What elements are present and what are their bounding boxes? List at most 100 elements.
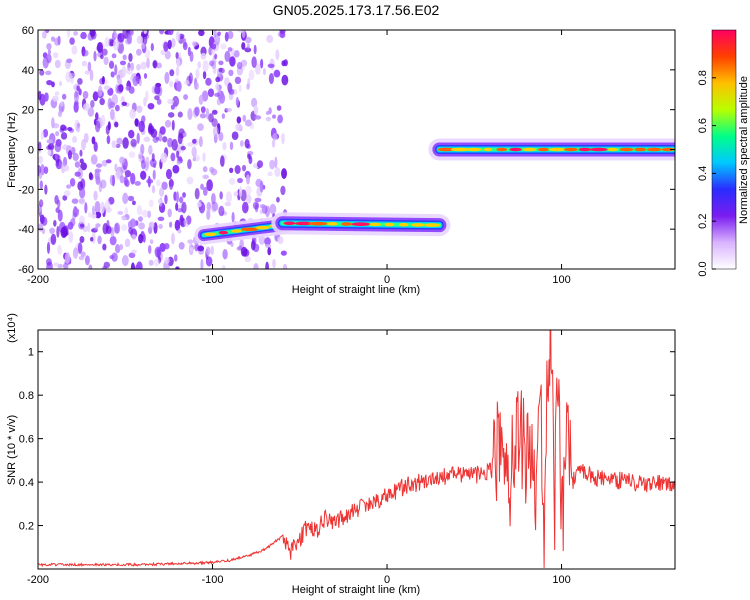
- noise-speckle: [205, 246, 211, 256]
- noise-speckle: [188, 72, 193, 84]
- noise-speckle: [169, 69, 175, 77]
- noise-speckle: [167, 137, 173, 148]
- noise-speckle: [114, 121, 119, 128]
- noise-speckle: [52, 95, 59, 102]
- noise-speckle: [233, 50, 240, 58]
- snr-background: [38, 330, 675, 569]
- spectral-hotspot: [522, 147, 537, 152]
- noise-speckle: [116, 137, 123, 145]
- noise-speckle: [128, 129, 135, 139]
- noise-speckle: [115, 143, 121, 149]
- spectral-hotspot: [308, 221, 328, 226]
- spectral-hotspot: [548, 147, 566, 152]
- noise-speckle: [50, 233, 57, 246]
- noise-speckle: [194, 82, 199, 90]
- noise-speckle: [151, 153, 155, 162]
- noise-speckle: [38, 172, 43, 180]
- noise-speckle: [87, 61, 92, 72]
- snr-panel: -200 -100 0 100 0.2 0.4 0.6 0.8 1 Height of str…: [6, 313, 676, 596]
- noise-speckle: [93, 190, 98, 201]
- noise-speckle: [131, 234, 137, 241]
- spectrogram-x-tick-label: -100: [202, 274, 224, 286]
- noise-speckle: [92, 91, 99, 102]
- spectrogram-y-tick-label: 60: [22, 25, 34, 37]
- noise-speckle: [102, 243, 107, 251]
- noise-speckle: [153, 258, 160, 267]
- noise-speckle: [177, 156, 183, 162]
- noise-speckle: [99, 201, 105, 214]
- noise-speckle: [90, 236, 94, 242]
- noise-speckle: [148, 122, 153, 133]
- noise-speckle: [138, 222, 145, 230]
- noise-speckle: [197, 61, 201, 69]
- noise-speckle: [46, 258, 52, 266]
- snr-x-tick-label: -200: [27, 574, 49, 586]
- noise-speckle: [95, 163, 103, 168]
- noise-speckle: [141, 209, 149, 218]
- noise-speckle: [191, 41, 199, 46]
- noise-speckle: [224, 31, 229, 42]
- noise-speckle: [236, 116, 242, 124]
- noise-speckle: [54, 195, 59, 205]
- noise-speckle: [87, 107, 95, 117]
- noise-speckle: [112, 39, 120, 51]
- noise-speckle: [159, 244, 165, 251]
- noise-speckle: [162, 136, 168, 143]
- noise-speckle: [99, 98, 105, 106]
- noise-speckle: [125, 38, 132, 45]
- noise-speckle: [173, 254, 178, 262]
- noise-speckle: [62, 195, 68, 201]
- noise-speckle: [91, 205, 96, 215]
- noise-speckle: [101, 76, 105, 85]
- colorbar-tick-label: 0.8: [697, 70, 709, 85]
- spectrogram-x-tick-label: -200: [27, 274, 49, 286]
- noise-speckle: [183, 218, 188, 226]
- spectral-hotspot: [218, 230, 229, 235]
- noise-speckle: [74, 161, 81, 168]
- noise-speckle: [79, 187, 86, 199]
- spectral-hotspot: [509, 147, 522, 152]
- noise-speckle: [244, 119, 252, 127]
- spectral-hotspot: [661, 147, 675, 152]
- noise-speckle: [116, 77, 122, 85]
- noise-speckle: [94, 226, 99, 231]
- spectrogram-x-ticks: -200 -100 0 100: [27, 30, 571, 286]
- noise-speckle: [177, 229, 182, 234]
- noise-speckle: [91, 136, 96, 145]
- noise-speckle: [154, 85, 161, 95]
- noise-speckle: [51, 117, 55, 129]
- noise-speckle: [39, 214, 45, 225]
- noise-speckle: [38, 222, 44, 232]
- noise-speckle: [55, 207, 60, 214]
- noise-speckle: [211, 192, 216, 205]
- noise-speckle: [260, 58, 264, 69]
- noise-speckle: [115, 244, 121, 254]
- noise-speckle: [161, 181, 168, 190]
- noise-speckle: [114, 222, 120, 234]
- noise-speckle: [93, 50, 97, 62]
- figure-title: GN05.2025.173.17.56.E02: [273, 2, 440, 18]
- spectrogram-y-ticks: -60 -40 -20 0 20 40 60: [18, 25, 675, 276]
- noise-speckle: [138, 78, 142, 87]
- noise-speckle: [252, 201, 260, 210]
- noise-speckle: [183, 94, 189, 100]
- noise-speckle: [138, 151, 143, 163]
- noise-speckle: [148, 259, 154, 266]
- noise-speckle: [159, 30, 164, 35]
- noise-speckle: [181, 201, 187, 214]
- noise-speckle: [42, 52, 48, 59]
- noise-speckle: [130, 262, 136, 269]
- noise-speckle: [93, 141, 98, 152]
- spectral-hotspot: [564, 147, 578, 152]
- noise-speckle: [117, 210, 124, 215]
- noise-speckle: [205, 107, 210, 120]
- noise-speckle: [179, 214, 184, 223]
- noise-speckle: [247, 153, 252, 160]
- noise-speckle: [158, 199, 162, 204]
- noise-speckle: [253, 263, 259, 269]
- noise-speckle: [69, 37, 75, 45]
- noise-speckle: [265, 261, 269, 269]
- noise-speckle: [218, 205, 225, 217]
- noise-speckle: [104, 36, 110, 48]
- noise-speckle: [156, 179, 161, 187]
